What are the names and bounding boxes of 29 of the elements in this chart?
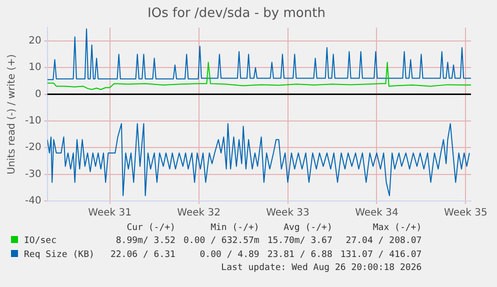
y-tick-label: 10 <box>28 62 42 74</box>
legend-label: Req Size (KB) <box>23 249 96 262</box>
y-tick-label: -30 <box>24 168 42 180</box>
y-tick-label: 20 <box>28 36 42 47</box>
x-tick-label: Week 33 <box>266 208 310 219</box>
text: 15.70m/ 3.67 <box>266 235 334 248</box>
text: 22.06 / 6.31 <box>109 249 176 262</box>
y-tick-label: 0 <box>34 88 42 100</box>
text: 0.00 / 632.57m <box>182 235 260 248</box>
text: Cur (-/+) <box>126 222 176 234</box>
text: 131.07 / 416.07 <box>339 249 423 262</box>
y-tick-label: -40 <box>24 196 42 207</box>
chart-title: IOs for /dev/sda - by month <box>148 6 326 22</box>
text: 27.04 / 208.07 <box>344 235 423 248</box>
text: Max (-/+) <box>372 222 423 234</box>
text: 23.81 / 6.88 <box>266 249 334 262</box>
x-tick-label: Week 34 <box>355 208 398 219</box>
x-tick-label: Week 35 <box>444 208 488 219</box>
text: Avg (-/+) <box>282 222 334 234</box>
text: 0.00 / 4.89 <box>198 249 260 262</box>
legend-label: IO/sec <box>23 235 58 248</box>
text: Min (-/+) <box>210 222 260 234</box>
text: Last update: Wed Aug 26 20:00:18 2026 <box>220 262 423 274</box>
y-tick-label: -20 <box>24 142 42 154</box>
y-axis-title: Units read (-) / write (+) <box>6 54 18 174</box>
text: 8.99m/ 3.52 <box>114 235 176 248</box>
x-tick-label: Week 32 <box>177 208 220 219</box>
y-tick-label: -10 <box>24 116 42 127</box>
x-tick-label: Week 31 <box>88 208 132 219</box>
